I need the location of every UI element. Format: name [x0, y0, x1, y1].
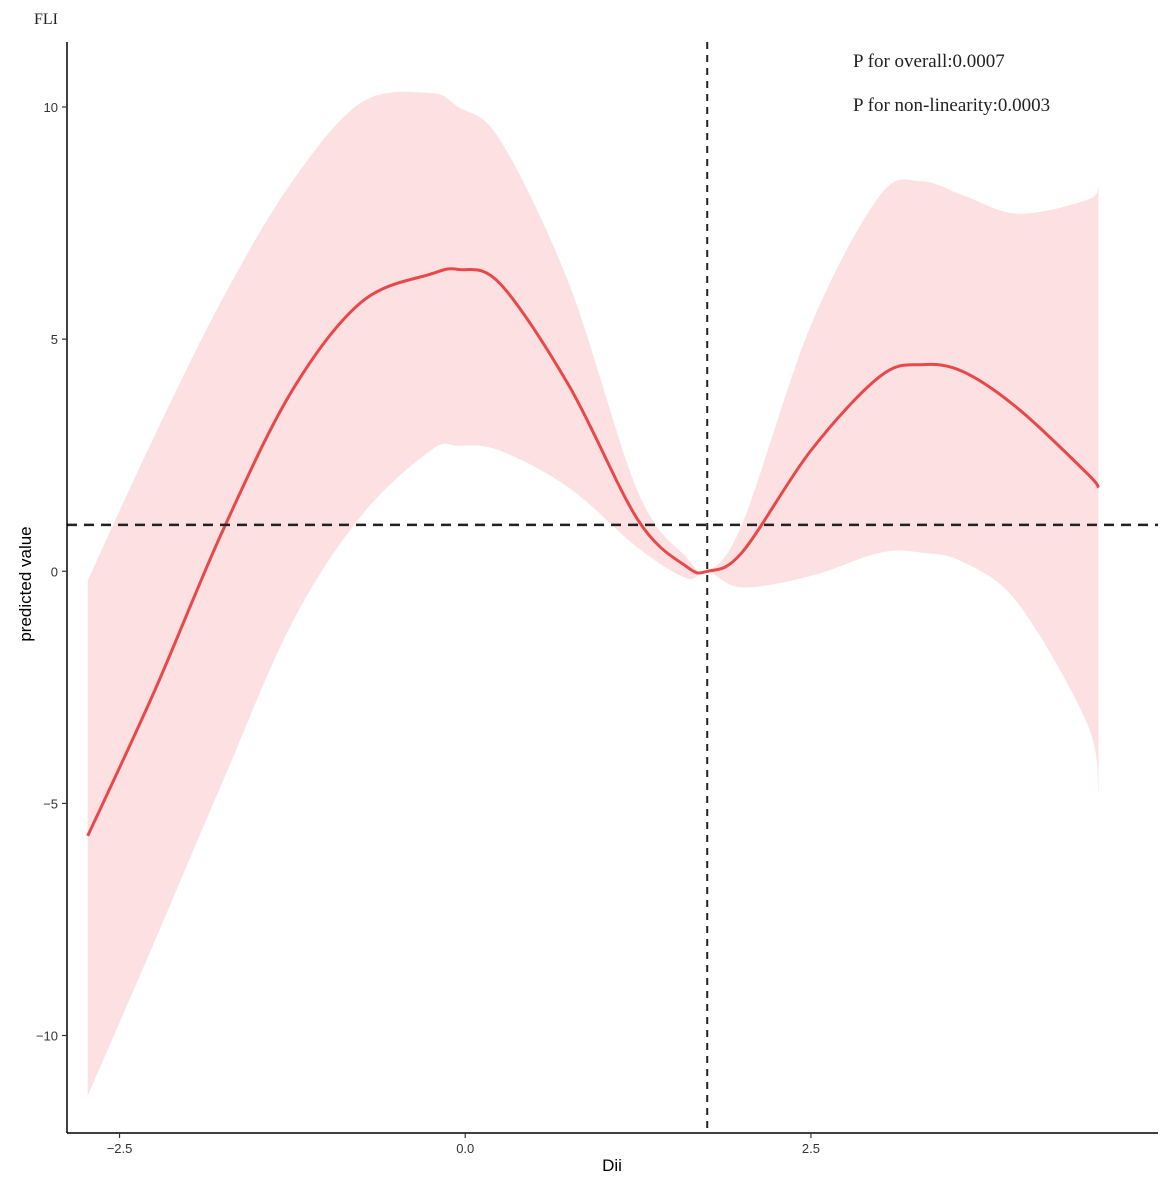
plot-area [67, 42, 1158, 1133]
y-tick-label: 0 [51, 564, 58, 579]
x-tick-label: 0.0 [456, 1141, 474, 1156]
y-axis-title: predicted value [16, 526, 35, 641]
x-axis-title: Dii [602, 1156, 622, 1175]
confidence-band [87, 91, 1099, 1096]
fit-line [86, 267, 1100, 837]
y-tick-label: 10 [44, 100, 58, 115]
p-overall-annotation: P for overall:0.0007 [853, 51, 1005, 72]
chart-title: FLI [34, 11, 58, 28]
x-axis-ticks: −2.5 0.0 2.5 [107, 1133, 820, 1156]
p-nonlinearity-annotation: P for non-linearity:0.0003 [853, 95, 1050, 116]
y-axis-ticks: −10 −5 0 5 10 [36, 100, 67, 1044]
y-tick-label: −5 [43, 796, 58, 811]
x-tick-label: 2.5 [802, 1141, 820, 1156]
x-tick-label: −2.5 [107, 1141, 133, 1156]
y-tick-label: 5 [51, 332, 58, 347]
y-tick-label: −10 [36, 1029, 58, 1044]
